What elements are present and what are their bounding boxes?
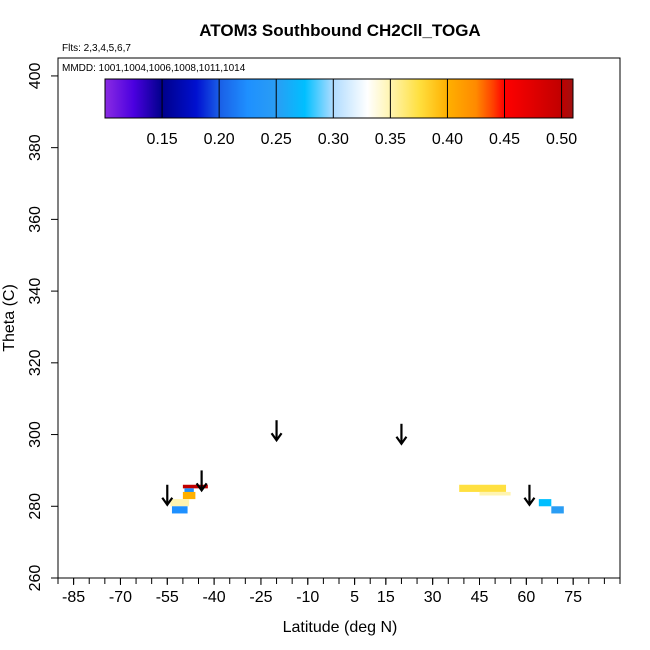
x-axis: -85 -70 -55 -40 -25 -10 5 15 30 45 60 75 [57, 578, 621, 606]
x-tick-label: 45 [471, 589, 489, 606]
data-patch [510, 491, 542, 503]
data-patch [459, 484, 507, 492]
x-tick-label: -85 [62, 589, 85, 606]
data-patch [171, 506, 188, 514]
y-tick-label: 300 [27, 421, 44, 448]
flight-arrow [161, 484, 174, 507]
data-patch [479, 491, 511, 496]
flight-arrow-head [195, 482, 208, 493]
flight-arrow-head [523, 497, 536, 507]
flight-arrow [523, 484, 536, 507]
y-tick-label: 360 [27, 206, 44, 233]
x-tick-label: 75 [564, 589, 582, 606]
y-axis: 260 280 300 320 340 360 380 400 [27, 62, 58, 591]
y-tick-label: 400 [27, 62, 44, 89]
data-patches [170, 484, 564, 514]
colorbar-tick-label: 0.40 [432, 131, 463, 148]
x-tick-label: 5 [350, 589, 359, 606]
flights-label: Flts: 2,3,4,5,6,7 [62, 43, 131, 54]
y-tick-label: 280 [27, 493, 44, 520]
flight-arrow [395, 423, 408, 446]
dates-label: MMDD: 1001,1004,1006,1008,1011,1014 [62, 63, 246, 74]
flight-arrows [161, 420, 536, 507]
colorbar-tick-label: 0.35 [375, 131, 406, 148]
flight-arrow-head [395, 436, 408, 446]
data-patch [538, 499, 552, 507]
x-tick-label: -25 [249, 589, 272, 606]
x-tick-label: -70 [109, 589, 132, 606]
colorbar-tick-label: 0.25 [261, 131, 292, 148]
colorbar-tick-label: 0.45 [489, 131, 520, 148]
y-tick-label: 260 [27, 565, 44, 592]
colorbar: 0.15 0.20 0.25 0.30 0.35 0.40 0.45 0.50 [104, 78, 577, 148]
x-tick-label: -40 [203, 589, 226, 606]
x-tick-label: -10 [296, 589, 319, 606]
flight-arrow-head [161, 497, 174, 507]
x-tick-label: 30 [424, 589, 442, 606]
x-tick-label: 15 [377, 589, 395, 606]
data-patch [551, 506, 564, 514]
chart-title: ATOM3 Southbound CH2Cll_TOGA [199, 21, 480, 40]
flight-arrow-head [270, 432, 283, 443]
y-tick-label: 380 [27, 134, 44, 161]
colorbar-bar [104, 78, 574, 119]
x-tick-label: 60 [517, 589, 535, 606]
y-tick-label: 320 [27, 349, 44, 376]
flight-arrow [195, 470, 208, 493]
data-patch [170, 499, 190, 507]
colorbar-tick-label: 0.15 [147, 131, 178, 148]
y-tick-label: 340 [27, 278, 44, 305]
colorbar-tick-label: 0.30 [318, 131, 349, 148]
y-axis-label: Theta (C) [1, 284, 18, 352]
data-patch [182, 484, 208, 489]
x-tick-label: -55 [156, 589, 179, 606]
x-axis-label: Latitude (deg N) [283, 619, 398, 636]
data-patch [182, 491, 196, 500]
flight-arrow [270, 420, 283, 443]
colorbar-tick-label: 0.20 [204, 131, 235, 148]
colorbar-tick-label: 0.50 [546, 131, 577, 148]
